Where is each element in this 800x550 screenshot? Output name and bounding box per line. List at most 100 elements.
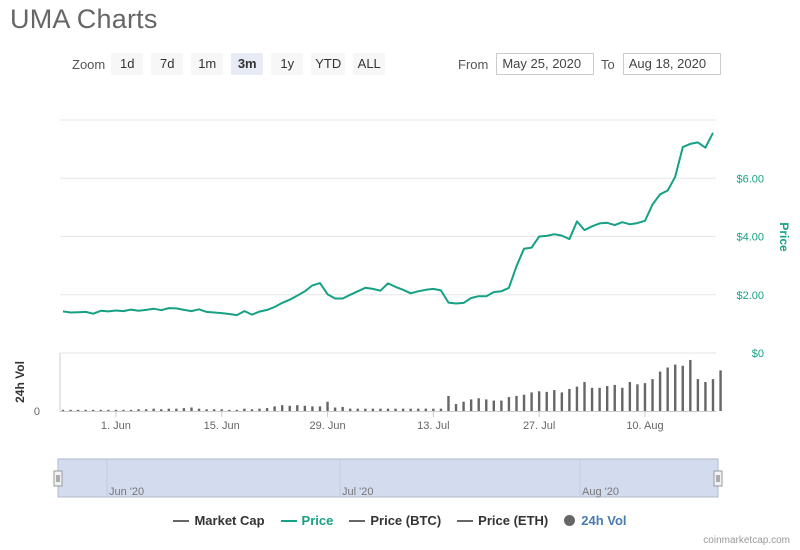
navigator-handle-left[interactable]	[53, 470, 63, 487]
volume-bar	[674, 364, 677, 411]
volume-bar	[711, 379, 715, 411]
legend-line-icon	[349, 519, 366, 522]
zoom-button-1y[interactable]: 1y	[271, 53, 304, 75]
navigator-label: Jul '20	[342, 486, 373, 498]
volume-bar	[175, 408, 178, 411]
volume-bar	[84, 409, 87, 411]
volume-bar	[243, 408, 246, 411]
zoom-button-1m[interactable]: 1m	[191, 53, 224, 75]
zoom-button-all[interactable]: ALL	[353, 53, 386, 75]
volume-bar	[258, 408, 261, 411]
volume-bar	[114, 409, 118, 411]
volume-bar	[417, 408, 420, 411]
zoom-button-3m[interactable]: 3m	[231, 53, 264, 75]
legend-item-market-cap[interactable]: Market Cap	[173, 513, 265, 528]
to-date-input[interactable]: Aug 18, 2020	[622, 53, 721, 75]
price-axis-title: Price	[777, 222, 791, 252]
volume-axis-title: 24h Vol	[13, 361, 27, 403]
volume-bar	[568, 388, 571, 411]
price-tick-label: $6.00	[736, 173, 764, 185]
legend-line-icon	[173, 519, 190, 522]
volume-bar	[280, 405, 284, 411]
volume-bar	[235, 409, 239, 411]
price-tick-label: $0	[752, 348, 764, 360]
x-tick-label: 13. Jul	[417, 420, 449, 432]
volume-bar	[401, 408, 405, 411]
volume-bar	[333, 407, 337, 411]
volume-bar	[152, 408, 155, 411]
zoom-label: Zoom	[72, 56, 106, 72]
price-tick-label: $4.00	[736, 232, 764, 244]
legend-label: Price (BTC)	[370, 513, 442, 528]
volume-bar	[212, 409, 216, 411]
volume-bar	[454, 404, 458, 411]
handle-box	[53, 470, 63, 487]
volume-bar	[432, 408, 435, 411]
volume-bar	[190, 407, 193, 411]
legend-line-icon	[457, 519, 474, 522]
zoom-button-7d[interactable]: 7d	[151, 53, 184, 75]
volume-bar	[560, 392, 564, 411]
volume-bar	[220, 409, 223, 411]
legend-label: Price	[301, 513, 334, 528]
volume-bar	[583, 382, 586, 411]
volume-bar	[311, 406, 314, 411]
handle-box	[713, 470, 723, 487]
chart-title: UMA Charts	[10, 4, 158, 34]
volume-bar	[537, 391, 541, 411]
from-date-input[interactable]: May 25, 2020	[496, 53, 595, 75]
volume-bar	[386, 408, 390, 411]
volume-bar	[76, 409, 80, 411]
volume-bar	[447, 395, 450, 411]
volume-bar	[99, 409, 102, 411]
volume-bar	[318, 406, 322, 411]
credits-link[interactable]: coinmarketcap.com	[703, 535, 790, 546]
volume-bar	[341, 406, 344, 411]
to-label: To	[601, 56, 615, 72]
zoom-bar: Zoom 1d 7d 1m 3m 1y YTD ALL	[72, 52, 393, 76]
volume-bar	[137, 409, 140, 411]
x-tick-label: 29. Jun	[309, 420, 345, 432]
range-to: To Aug 18, 2020	[601, 53, 721, 75]
volume-bar	[522, 394, 526, 411]
volume-bar	[424, 408, 427, 411]
navigator-handle-right[interactable]	[713, 470, 723, 487]
volume-tick-label: 0	[34, 406, 40, 418]
volume-bar	[394, 408, 397, 411]
legend-item-price-eth[interactable]: Price (ETH)	[457, 513, 548, 528]
volume-bar	[69, 409, 72, 411]
volume-bar	[507, 397, 511, 411]
volume-bar	[92, 409, 95, 411]
range-from: From May 25, 2020	[458, 53, 595, 75]
volume-bar	[122, 409, 125, 411]
volume-bar	[205, 409, 208, 411]
legend-item-price[interactable]: Price	[280, 513, 334, 528]
legend-item-price-btc[interactable]: Price (BTC)	[349, 513, 441, 528]
zoom-button-1d[interactable]: 1d	[111, 53, 144, 75]
volume-bar	[651, 379, 654, 411]
volume-bar	[462, 401, 465, 411]
volume-bar	[182, 408, 186, 411]
volume-bar	[197, 408, 201, 411]
volume-bar	[575, 386, 579, 411]
volume-bar	[469, 399, 473, 411]
volume-bar	[250, 409, 254, 411]
volume-bar	[530, 392, 533, 411]
volume-bar	[605, 386, 609, 411]
navigator-label: Aug '20	[582, 486, 619, 498]
legend-line-icon	[280, 519, 297, 522]
volume-bar	[636, 384, 639, 411]
volume-bar	[658, 371, 662, 411]
zoom-button-ytd[interactable]: YTD	[311, 53, 346, 75]
price-series-line	[62, 132, 714, 317]
navigator-window	[57, 458, 719, 498]
volume-bar	[107, 409, 110, 411]
volume-bar	[265, 408, 269, 411]
volume-bar	[228, 409, 231, 411]
x-tick-label: 27. Jul	[523, 420, 555, 432]
volume-bar	[681, 365, 684, 411]
legend-item-24h-vol[interactable]: 24h Vol	[564, 513, 627, 528]
volume-bar	[628, 382, 632, 411]
volume-bar	[167, 408, 171, 411]
